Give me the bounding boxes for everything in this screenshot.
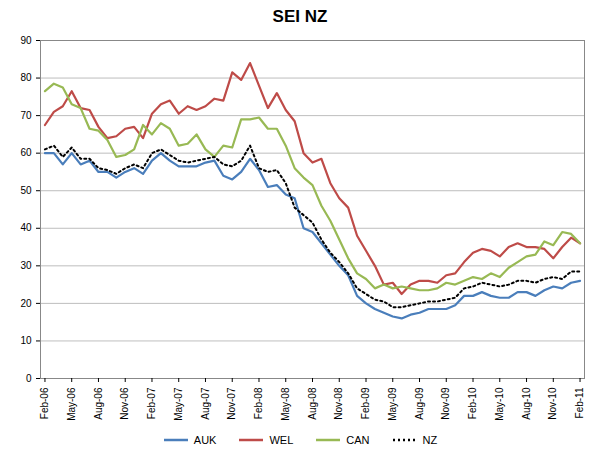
svg-text:70: 70 (20, 110, 32, 121)
svg-text:May-06: May-06 (66, 387, 77, 421)
svg-text:30: 30 (20, 260, 32, 271)
html-text:CAN: CAN (346, 434, 370, 446)
html-text:WEL: WEL (269, 434, 294, 446)
svg-text:Feb-09: Feb-09 (360, 387, 371, 419)
svg-text:Aug-06: Aug-06 (93, 387, 104, 420)
svg-text:May-09: May-09 (387, 387, 398, 421)
svg-text:20: 20 (20, 298, 32, 309)
svg-text:Feb-08: Feb-08 (253, 387, 264, 419)
svg-text:Nov-08: Nov-08 (333, 387, 344, 420)
svg-text:Aug-07: Aug-07 (200, 387, 211, 420)
svg-text:Aug-09: Aug-09 (414, 387, 425, 420)
svg-text:May-10: May-10 (494, 387, 505, 421)
html-text:NZ: NZ (422, 434, 438, 446)
svg-text:Nov-06: Nov-06 (119, 387, 130, 420)
svg-text:10: 10 (20, 335, 32, 346)
svg-text:Nov-07: Nov-07 (226, 387, 237, 420)
svg-text:May-08: May-08 (280, 387, 291, 421)
svg-text:50: 50 (20, 185, 32, 196)
svg-text:Feb-07: Feb-07 (146, 387, 157, 419)
html-text:AUK: AUK (193, 434, 217, 446)
svg-text:0: 0 (26, 373, 32, 384)
svg-text:90: 90 (20, 35, 32, 46)
svg-text:60: 60 (20, 147, 32, 158)
svg-text:40: 40 (20, 222, 32, 233)
svg-text:Feb-06: Feb-06 (39, 387, 50, 419)
svg-text:80: 80 (20, 72, 32, 83)
svg-text:Feb-10: Feb-10 (467, 387, 478, 419)
svg-text:Aug-10: Aug-10 (521, 387, 532, 420)
svg-text:Nov-09: Nov-09 (440, 387, 451, 420)
svg-text:Feb-11: Feb-11 (574, 387, 585, 418)
html-text:SEI NZ: SEI NZ (272, 7, 328, 26)
svg-text:Nov-10: Nov-10 (547, 387, 558, 420)
svg-text:May-07: May-07 (173, 387, 184, 421)
svg-text:Aug-08: Aug-08 (307, 387, 318, 420)
